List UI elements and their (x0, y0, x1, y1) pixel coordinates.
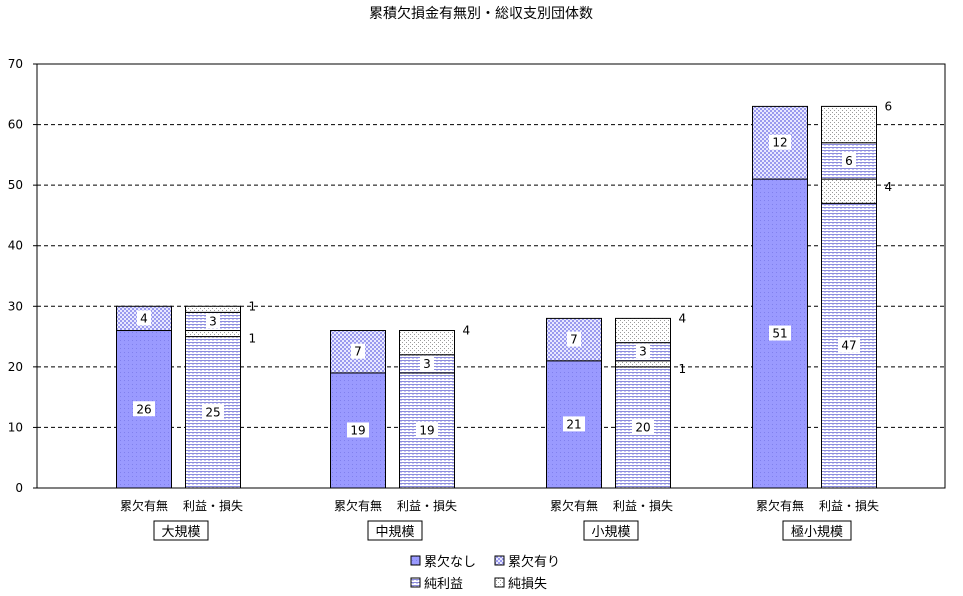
x-category-label: 累欠有無 (550, 498, 598, 513)
x-category-label: 利益・損失 (613, 498, 673, 513)
legend-label: 純利益 (424, 577, 463, 592)
data-label-bg (563, 416, 585, 432)
data-label: 19 (419, 423, 434, 437)
data-label-bg (636, 343, 650, 359)
x-category-label: 累欠有無 (756, 498, 804, 513)
data-label-bg (137, 310, 151, 326)
data-label-bg (351, 343, 365, 359)
group-label: 小規模 (591, 525, 630, 540)
data-label-bg (838, 337, 860, 353)
group-label: 大規模 (161, 525, 200, 540)
data-label: 3 (423, 357, 431, 371)
data-label: 6 (845, 154, 853, 168)
y-tick-label: 0 (15, 481, 23, 495)
legend-swatch (410, 577, 421, 588)
data-label: 4 (463, 324, 471, 338)
group-label-box (367, 520, 423, 541)
data-label: 20 (635, 420, 650, 434)
data-label: 7 (570, 333, 578, 347)
data-label-bg (347, 422, 369, 438)
bar-segment (821, 105, 877, 144)
x-category-label: 利益・損失 (397, 498, 457, 513)
group-label: 中規模 (375, 525, 414, 540)
data-label: 3 (639, 345, 647, 359)
y-tick-label: 60 (8, 118, 23, 132)
x-category-label: 利益・損失 (819, 498, 879, 513)
y-tick-label: 50 (8, 178, 23, 192)
x-category-label: 利益・損失 (183, 498, 243, 513)
legend-label: 累欠なし (424, 554, 476, 570)
y-tick-label: 20 (8, 360, 23, 374)
group-label-box (153, 520, 209, 541)
bar-segment (399, 330, 455, 356)
data-label: 6 (885, 99, 893, 113)
data-label: 1 (249, 332, 257, 346)
data-label-bg (632, 419, 654, 435)
data-label-bg (769, 134, 791, 150)
data-label: 47 (841, 339, 856, 353)
x-category-label: 累欠有無 (120, 498, 168, 513)
data-label: 4 (679, 311, 687, 325)
bar-segment (116, 305, 172, 332)
data-label: 12 (772, 136, 787, 150)
data-label: 4 (885, 180, 893, 194)
y-tick-label: 30 (8, 299, 23, 313)
legend-label: 純損失 (508, 577, 547, 592)
data-label: 1 (679, 362, 687, 376)
data-label: 25 (205, 405, 220, 419)
data-label: 4 (140, 311, 148, 325)
data-label: 3 (209, 314, 217, 328)
legend-label: 累欠有り (508, 554, 560, 570)
data-label: 26 (136, 402, 151, 416)
data-label-bg (133, 401, 155, 417)
plot-frame (36, 63, 946, 489)
data-label-bg (416, 422, 438, 438)
chart-title: 累積欠損金有無別・総収支別団体数 (369, 6, 593, 22)
legend-swatch (410, 555, 421, 566)
legend-swatch (494, 577, 505, 588)
data-label-bg (842, 152, 856, 168)
legend-swatch (494, 555, 505, 566)
bar-segment (185, 330, 241, 338)
group-label-box (583, 520, 639, 541)
y-tick-label: 40 (8, 239, 23, 253)
data-label-bg (206, 313, 220, 329)
data-label: 51 (772, 327, 787, 341)
data-label: 19 (350, 423, 365, 437)
group-label: 極小規模 (791, 524, 843, 540)
data-label: 21 (566, 417, 581, 431)
group-label-box (782, 520, 852, 541)
data-label-bg (420, 355, 434, 371)
bar-segment (615, 317, 671, 344)
data-label-bg (202, 404, 224, 420)
bar-segment (821, 178, 877, 204)
bar-segment (615, 360, 671, 368)
data-label: 7 (354, 345, 362, 359)
y-tick-label: 70 (8, 57, 23, 71)
data-label-bg (567, 331, 581, 347)
data-label: 1 (249, 299, 257, 313)
data-label-bg (769, 325, 791, 341)
y-tick-label: 10 (8, 420, 23, 434)
x-category-label: 累欠有無 (334, 498, 382, 513)
bar-segment (185, 305, 241, 313)
